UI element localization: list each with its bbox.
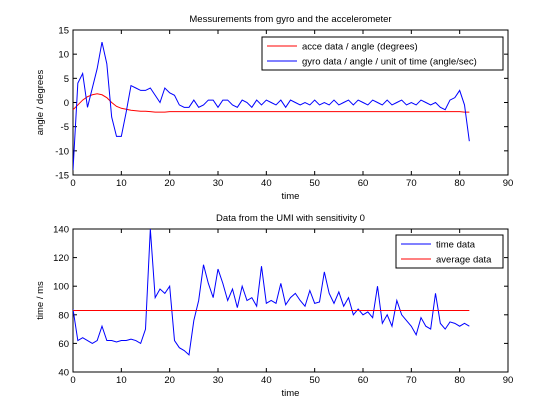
chart-panel-1: Messurements from gyro and the accelerom… bbox=[35, 14, 513, 202]
legend-entry-2: average data bbox=[436, 255, 492, 266]
legend-entry-1: acce data / angle (degrees) bbox=[302, 42, 418, 53]
x-tick-label: 10 bbox=[116, 375, 127, 386]
x-tick-label: 90 bbox=[503, 178, 514, 189]
x-tick-label: 50 bbox=[309, 375, 320, 386]
chart-panel-2: Data from the UMI with sensitivity 0 0 10 2… bbox=[35, 213, 513, 399]
legend-entry-2: gyro data / angle / unit of time (angle/… bbox=[302, 57, 477, 68]
legend-box bbox=[261, 36, 504, 71]
y-tick-label: 40 bbox=[58, 368, 69, 379]
y-axis-label: angle / degrees bbox=[35, 70, 46, 136]
x-tick-label: 30 bbox=[213, 375, 224, 386]
series-line-1 bbox=[73, 93, 470, 113]
x-axis-label: time bbox=[282, 388, 300, 399]
x-tick-label: 70 bbox=[406, 375, 417, 386]
x-tick-label: 20 bbox=[164, 178, 175, 189]
y-tick-label: 80 bbox=[58, 310, 69, 321]
x-tick-label: 30 bbox=[213, 178, 224, 189]
y-tick-label: -5 bbox=[61, 122, 69, 133]
y-tick-label: 120 bbox=[53, 253, 69, 264]
x-tick-label: 80 bbox=[454, 375, 465, 386]
x-tick-label: 90 bbox=[503, 375, 514, 386]
y-tick-label: 0 bbox=[64, 98, 69, 109]
x-tick-label: 60 bbox=[358, 178, 369, 189]
series-line-1 bbox=[73, 229, 470, 356]
x-tick-label: 80 bbox=[454, 178, 465, 189]
x-axis-label: time bbox=[282, 191, 300, 202]
y-tick-label: -15 bbox=[55, 171, 69, 182]
y-axis-label: time / ms bbox=[35, 281, 46, 320]
x-tick-label: 0 bbox=[70, 375, 75, 386]
y-tick-label: -10 bbox=[55, 146, 69, 157]
series-line-2 bbox=[73, 41, 470, 171]
y-tick-label: 60 bbox=[58, 339, 69, 350]
y-tick-label: 5 bbox=[64, 74, 69, 85]
y-tick-label: 140 bbox=[53, 225, 69, 236]
chart-title: Data from the UMI with sensitivity 0 bbox=[216, 213, 365, 224]
x-tick-label: 10 bbox=[116, 178, 127, 189]
x-tick-label: 40 bbox=[261, 375, 272, 386]
x-tick-label: 70 bbox=[406, 178, 417, 189]
y-tick-label: 10 bbox=[58, 50, 69, 61]
x-tick-label: 40 bbox=[261, 178, 272, 189]
y-tick-label: 15 bbox=[58, 26, 69, 37]
x-tick-label: 0 bbox=[70, 178, 75, 189]
chart-title: Messurements from gyro and the accelerom… bbox=[189, 14, 391, 25]
plot-area bbox=[72, 228, 509, 373]
legend-box bbox=[395, 234, 504, 269]
y-tick-label: 100 bbox=[53, 282, 69, 293]
x-tick-label: 50 bbox=[309, 178, 320, 189]
x-tick-label: 60 bbox=[358, 375, 369, 386]
x-tick-label: 20 bbox=[164, 375, 175, 386]
legend-entry-1: time data bbox=[436, 240, 476, 251]
